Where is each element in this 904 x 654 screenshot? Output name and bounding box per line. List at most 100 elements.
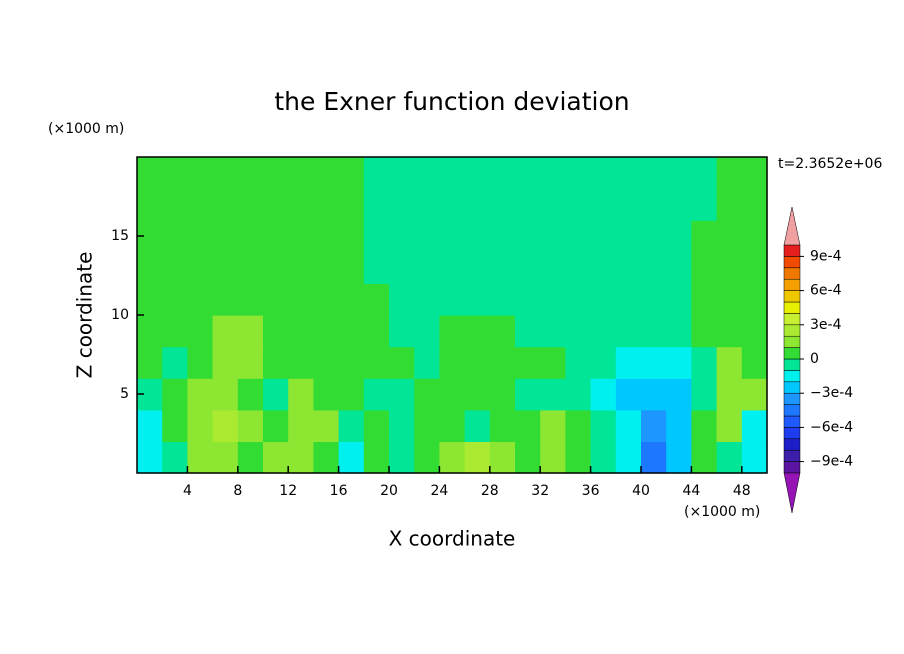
field-cell [288, 188, 314, 221]
field-cell [515, 315, 541, 348]
field-cell [716, 251, 743, 284]
field-cell [590, 441, 617, 474]
field-cell [565, 251, 592, 284]
field-cell [338, 346, 365, 379]
field-cell [691, 378, 718, 411]
field-cell [389, 315, 415, 348]
field-cell [363, 220, 390, 253]
field-cell [741, 220, 768, 253]
field-cell [288, 283, 314, 316]
field-cell [288, 409, 314, 442]
field-cell [540, 346, 566, 379]
field-cell [363, 251, 390, 284]
field-cell [187, 283, 214, 316]
field-cell [691, 283, 718, 316]
field-cell [641, 188, 667, 221]
field-cell [515, 346, 541, 379]
field-cell [439, 346, 466, 379]
field-cell [212, 409, 239, 442]
field-cell [641, 157, 667, 190]
field-cell [515, 441, 541, 474]
field-cell [716, 157, 743, 190]
field-cell [237, 220, 264, 253]
field-cell [515, 251, 541, 284]
field-cell [162, 188, 188, 221]
field-cell [666, 346, 692, 379]
field-cell [615, 409, 642, 442]
field-cell [389, 220, 415, 253]
field-cell [741, 346, 768, 379]
field-cell [162, 251, 188, 284]
colorbar-tick-label: 0 [810, 351, 819, 367]
field-cell [439, 220, 466, 253]
field-cell [540, 220, 566, 253]
field-cell [641, 378, 667, 411]
field-cell [565, 378, 592, 411]
field-cell [237, 157, 264, 190]
field-cell [489, 157, 516, 190]
field-cell [212, 346, 239, 379]
colorbar-bin [783, 381, 801, 394]
colorbar-bin [783, 358, 801, 371]
field-cell [389, 441, 415, 474]
field-cell [237, 315, 264, 348]
field-cell [187, 251, 214, 284]
colorbar-bin [783, 427, 801, 440]
field-cell [263, 346, 289, 379]
field-cell [162, 409, 188, 442]
field-cell [590, 409, 617, 442]
colorbar-over [783, 206, 801, 246]
field-cell [237, 188, 264, 221]
colorbar-bin [783, 324, 801, 337]
field-cell [590, 157, 617, 190]
field-cell [162, 441, 188, 474]
field-cell [389, 251, 415, 284]
field-cell [313, 283, 340, 316]
field-cell [363, 409, 390, 442]
field-cell [489, 220, 516, 253]
field-cell [162, 378, 188, 411]
field-cell [439, 315, 466, 348]
field-cell [439, 283, 466, 316]
field-cell [716, 441, 743, 474]
field-cell [565, 441, 592, 474]
field-cell [288, 251, 314, 284]
field-cell [263, 409, 289, 442]
colorbar-tick-label: 9e-4 [810, 248, 842, 264]
field-cell [414, 251, 440, 284]
x-tick-label: 4 [183, 483, 192, 499]
field-cell [187, 346, 214, 379]
field-cell [212, 441, 239, 474]
field-cell [338, 251, 365, 284]
x-tick-label: 20 [380, 483, 398, 499]
colorbar-tick-label: −9e-4 [810, 454, 853, 470]
field-cell [313, 378, 340, 411]
field-cell [389, 188, 415, 221]
field-cell [338, 441, 365, 474]
field-cell [540, 157, 566, 190]
field-cell [288, 315, 314, 348]
field-cell [615, 346, 642, 379]
field-cell [615, 188, 642, 221]
field-cell [162, 157, 188, 190]
field-cell [489, 315, 516, 348]
field-cell [137, 409, 163, 442]
field-cell [641, 346, 667, 379]
field-cell [716, 220, 743, 253]
field-cell [363, 315, 390, 348]
field-cell [313, 157, 340, 190]
field-cell [741, 409, 768, 442]
field-cell [741, 251, 768, 284]
field-cell [515, 378, 541, 411]
field-cell [590, 251, 617, 284]
field-cell [439, 441, 466, 474]
colorbar-bin [783, 244, 801, 257]
y-axis-label: Z coordinate [73, 252, 97, 379]
field-cell [137, 441, 163, 474]
field-cell [741, 157, 768, 190]
field-cell [641, 409, 667, 442]
field-cell [691, 409, 718, 442]
colorbar-bin [783, 347, 801, 360]
field-cell [489, 251, 516, 284]
colorbar-under [783, 472, 801, 514]
